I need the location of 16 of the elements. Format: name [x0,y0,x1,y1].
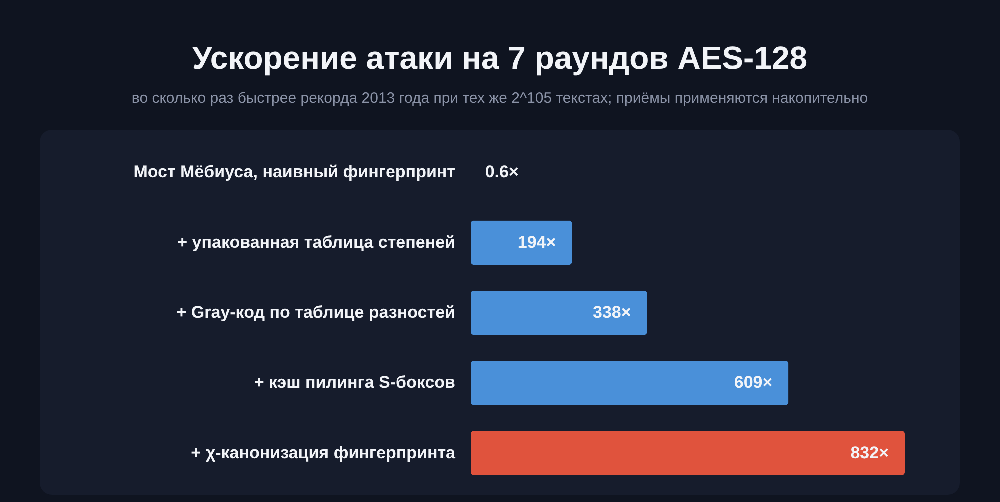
y-tick-label: + χ-канонизация фингерпринта [191,443,456,462]
bar [471,431,905,476]
data-label: 832× [850,443,890,462]
bar [471,220,572,265]
chart-subtitle: во сколько раз быстрее рекорда 2013 года при тех же 2^105 текстах; приёмы применяются накопительно [130,90,870,107]
y-tick-label: Мост Мёбиуса, наивный фингерпринт [134,162,456,182]
y-tick-label: + упакованная таблица степеней [178,232,456,252]
chart-title: Ускорение атаки на 7 раундов AES-128 [191,40,809,77]
data-label: 338× [593,303,632,322]
y-tick-label: + кэш пилинга S-боксов [254,373,456,392]
data-label: 0.6× [485,162,519,182]
data-label: 194× [518,232,556,252]
bar [471,361,789,406]
y-tick-label: + Gray-код по таблице разностей [176,303,456,322]
bar [471,290,648,336]
data-label: 609× [734,373,773,392]
